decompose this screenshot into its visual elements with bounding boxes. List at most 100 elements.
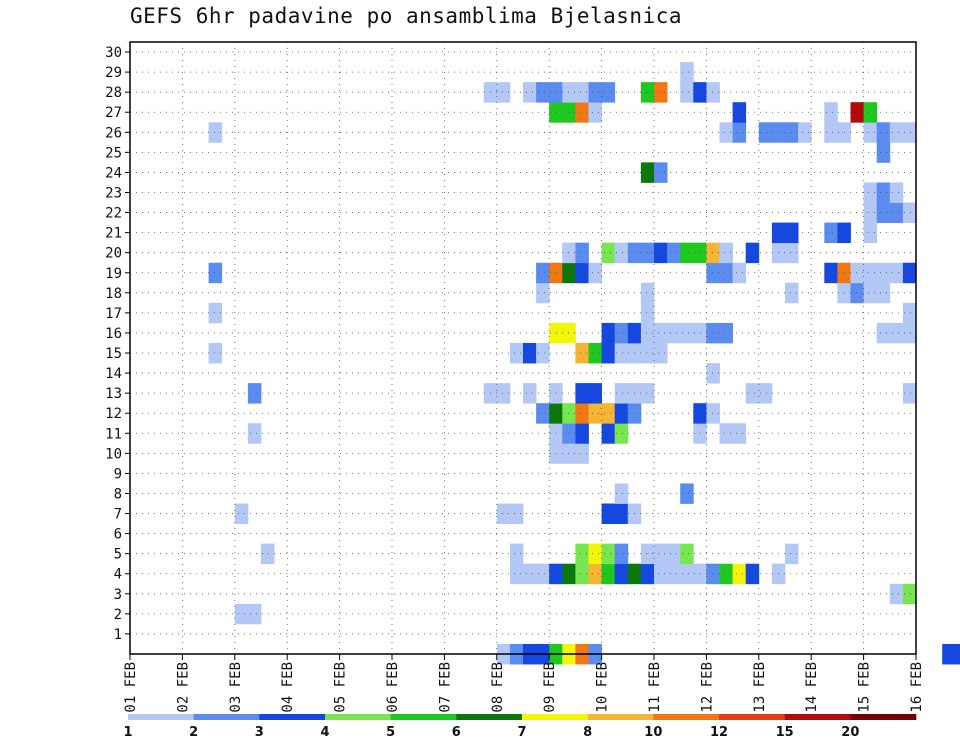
legend-label: 20 (841, 725, 859, 740)
heatmap-cell (601, 403, 616, 424)
y-tick-label: 6 (114, 527, 122, 543)
heatmap-cell (876, 262, 891, 284)
heatmap-cell (562, 262, 576, 284)
heatmap-cell (247, 603, 262, 625)
heatmap-cell (706, 403, 720, 424)
heatmap-cell (562, 443, 576, 464)
heatmap-cell (640, 543, 655, 565)
heatmap-cell (863, 202, 878, 223)
heatmap-cell (640, 302, 655, 324)
heatmap-cell (601, 342, 616, 364)
heatmap-cell (654, 242, 668, 264)
heatmap-cell (588, 543, 602, 565)
y-tick-label: 19 (105, 266, 122, 282)
heatmap-cell (824, 122, 838, 143)
heatmap-cell (863, 122, 878, 143)
heatmap-cell (719, 423, 733, 444)
heatmap-cell (247, 423, 262, 444)
heatmap-cell (234, 603, 249, 625)
heatmap-cell (889, 182, 904, 203)
y-tick-label: 26 (105, 125, 122, 141)
heatmap-cell (732, 563, 747, 585)
heatmap-cell (902, 322, 917, 344)
heatmap-cell (549, 563, 563, 585)
legend-label: 1 (123, 725, 132, 740)
heatmap-cell (654, 543, 668, 565)
legend-label: 5 (386, 725, 395, 740)
heatmap-cell (863, 182, 878, 203)
x-tick-label: 04 FEB (280, 662, 296, 713)
heatmap-cell (509, 342, 524, 364)
heatmap-cell (640, 563, 655, 585)
heatmap-cell (575, 563, 589, 585)
heatmap-cell (549, 322, 563, 344)
heatmap-cell (496, 82, 511, 103)
heatmap-cell (588, 563, 602, 585)
heatmap-cell (902, 202, 917, 223)
heatmap-cell (536, 262, 550, 284)
heatmap-cell (640, 322, 655, 344)
heatmap-cell (614, 503, 629, 524)
heatmap-cell (798, 122, 812, 143)
heatmap-cell (863, 222, 878, 244)
heatmap-cell (575, 543, 589, 565)
heatmap-cell (850, 282, 864, 304)
heatmap-cell (575, 383, 589, 404)
x-tick-label: 16 FEB (909, 662, 925, 713)
heatmap-cell (562, 403, 576, 424)
heatmap-cell (509, 543, 524, 565)
heatmap-cell (601, 563, 616, 585)
heatmap-cell (640, 162, 655, 183)
heatmap-cell (706, 563, 720, 585)
heatmap-cell (588, 342, 602, 364)
legend-swatch (784, 714, 851, 720)
heatmap-cell (667, 563, 681, 585)
grid-lines (130, 42, 916, 654)
y-tick-label: 30 (105, 45, 122, 61)
heatmap-cell (680, 483, 694, 504)
y-tick-label: 13 (105, 386, 122, 402)
y-tick-label: 4 (114, 567, 122, 583)
heatmap-cell (654, 563, 668, 585)
heatmap-cell (758, 383, 773, 404)
heatmap-cell (523, 82, 537, 103)
heatmap-cell (863, 282, 878, 304)
x-tick-label: 08 FEB (490, 662, 506, 713)
heatmap-cell (654, 322, 668, 344)
heatmap-cell (536, 342, 550, 364)
heatmap-cell (549, 403, 563, 424)
heatmap-cell (785, 222, 799, 244)
heatmap-cell (509, 563, 524, 585)
heatmap-cell (732, 262, 747, 284)
heatmap-cell (889, 322, 904, 344)
heatmap-cell (614, 483, 629, 504)
y-axis-ticks: 1234567891011121314151617181920212223242… (105, 45, 130, 643)
heatmap-cell (850, 102, 864, 123)
heatmap-cell (640, 282, 655, 304)
heatmap-cell (234, 503, 249, 524)
heatmap-cell (549, 82, 563, 103)
heatmap-cell (208, 262, 223, 284)
heatmap-cell (876, 122, 891, 143)
color-legend: 1 2 3 4 5 6 7 8 10 12 15 20 (123, 714, 917, 740)
heatmap-cell (667, 322, 681, 344)
legend-label: 4 (320, 725, 329, 740)
heatmap-cell (562, 242, 576, 264)
heatmap-cell (680, 62, 694, 83)
y-tick-label: 17 (105, 306, 122, 322)
y-tick-label: 29 (105, 65, 122, 81)
x-tick-label: 01 FEB (123, 662, 139, 713)
y-tick-label: 9 (114, 466, 122, 482)
heatmap-cells (208, 62, 960, 665)
x-tick-label: 07 FEB (437, 662, 453, 713)
y-tick-label: 18 (105, 286, 122, 302)
heatmap-cell (549, 423, 563, 444)
heatmap-cell (706, 322, 720, 344)
heatmap-cell (496, 503, 511, 524)
y-tick-label: 22 (105, 206, 122, 222)
heatmap-cell (680, 543, 694, 565)
heatmap-cell (575, 342, 589, 364)
y-tick-label: 12 (105, 406, 122, 422)
heatmap-cell (536, 82, 550, 103)
